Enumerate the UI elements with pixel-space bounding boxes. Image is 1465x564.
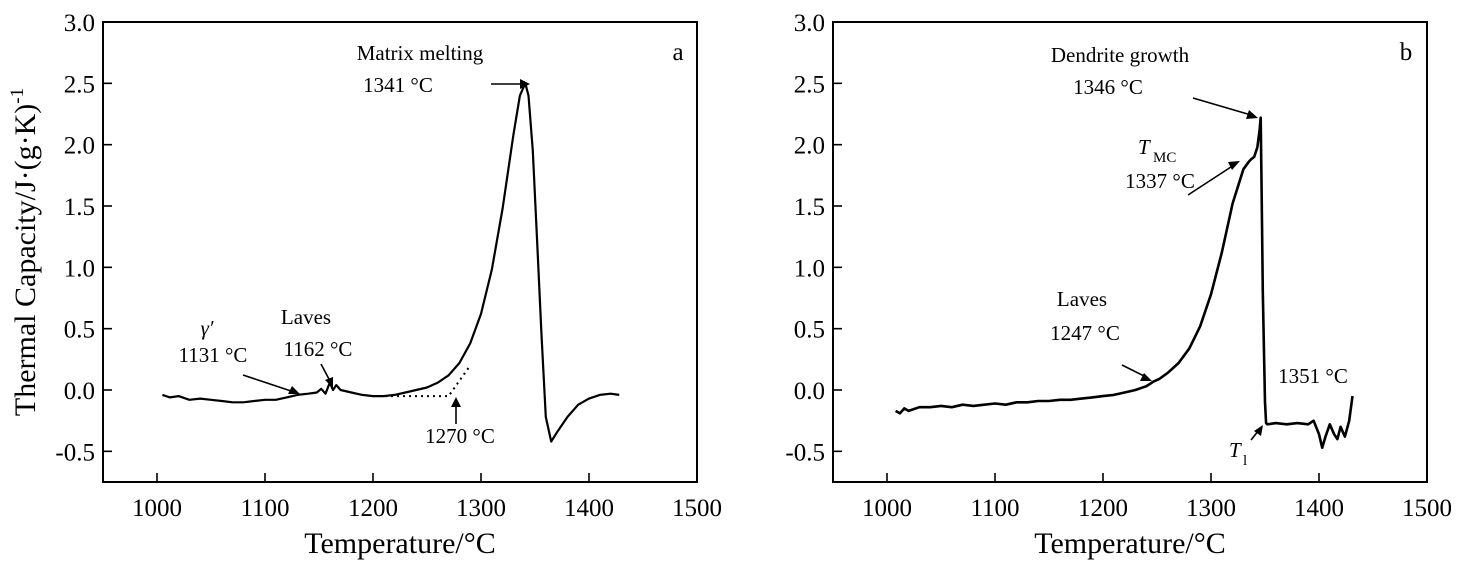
- panel-b-arrowhead-laves: [1140, 373, 1152, 381]
- panel-a-baseline-line: [373, 364, 472, 398]
- panel-b-arrowhead-tl: [1254, 425, 1263, 436]
- panel-b-ytick-label: 0.5: [794, 317, 825, 344]
- panel-b-arrow-laves: [1121, 364, 1147, 378]
- panel-a-xtick-label: 1300: [456, 495, 506, 522]
- panel-a-anno-gamma-temp: 1131 °C: [179, 343, 248, 367]
- panel-b-anno-laves-temp: 1247 °C: [1050, 321, 1120, 345]
- panel-b-arrow-dendrite: [1192, 97, 1252, 116]
- panel-a-ytick-label: 2.0: [64, 133, 95, 160]
- panel-b-ytick-label: 1.5: [794, 194, 825, 221]
- panel-b-anno-laves: Laves: [1057, 287, 1107, 311]
- panel-b-xtick-label: 1400: [1294, 495, 1344, 522]
- panel-a-anno-gamma: γ′: [201, 316, 214, 340]
- panel-b-xtick-label: 1200: [1078, 495, 1128, 522]
- panel-b-anno-tmc-sub: MC: [1153, 150, 1176, 166]
- panel-a-ytick-label: 3.0: [64, 10, 95, 37]
- panel-b-anno-tl-sub: l: [1243, 453, 1247, 469]
- panel-b-arrow-tmc: [1187, 164, 1235, 196]
- panel-b: 1000 1100 1200 1300 1400 1500 -0.5 0.0 0.5 1.0 1.5…: [785, 10, 1452, 560]
- y-axis-label-sup: -1: [7, 88, 28, 104]
- panel-b-arrowhead-dendrite: [1246, 110, 1258, 119]
- panel-b-anno-tmc-t: T: [1138, 135, 1151, 159]
- panel-a-xtick-label: 1200: [348, 495, 398, 522]
- y-axis-label: Thermal Capacity/J·(g·K)-1: [7, 88, 42, 416]
- panel-b-xtick-label: 1000: [862, 495, 912, 522]
- panel-a-ytick-label: 2.5: [64, 71, 95, 98]
- panel-a-arrow-laves: [320, 363, 331, 382]
- panel-a-arrowhead-matrix: [520, 79, 530, 89]
- panel-b-series-line: [894, 116, 1354, 449]
- panel-a: 1000 1100 1200 1300 1400 1500 -0.5 0.0 0.5 1.0 1.5…: [55, 10, 722, 560]
- panel-b-xlabel: Temperature/°C: [1034, 527, 1225, 560]
- panel-b-anno-1351: 1351 °C: [1278, 364, 1348, 388]
- panel-b-xtick-label: 1300: [1186, 495, 1236, 522]
- panel-a-anno-laves: Laves: [281, 305, 331, 329]
- panel-a-ytick-label: -0.5: [55, 439, 95, 466]
- panel-b-label: b: [1400, 39, 1413, 66]
- panel-a-ytick-label: 1.5: [64, 194, 95, 221]
- panel-a-xtick-label: 1000: [132, 495, 182, 522]
- panel-a-anno-matrix: Matrix melting: [357, 41, 484, 65]
- panel-a-arrowhead-laves: [325, 377, 333, 388]
- panel-a-ytick-label: 0.5: [64, 317, 95, 344]
- panel-a-label: a: [672, 39, 683, 66]
- panel-a-xtick-label: 1100: [240, 495, 289, 522]
- panel-a-anno-1270: 1270 °C: [425, 424, 495, 448]
- panel-b-arrowhead-tmc: [1228, 161, 1240, 170]
- panel-a-frame: [102, 21, 698, 483]
- panel-a-ytick-label: 1.0: [64, 255, 95, 282]
- panel-b-anno-dendrite: Dendrite growth: [1051, 43, 1190, 67]
- panel-b-ytick-label: 2.0: [794, 133, 825, 160]
- panel-b-anno-dendrite-temp: 1346 °C: [1073, 75, 1143, 99]
- panel-a-xlabel: Temperature/°C: [304, 527, 495, 560]
- panel-b-ytick-label: -0.5: [785, 439, 825, 466]
- panel-b-ytick-label: 3.0: [794, 10, 825, 37]
- panel-b-anno-tl-t: T: [1229, 438, 1242, 462]
- panel-a-arrowhead-1270: [451, 397, 461, 407]
- panel-b-frame: [832, 21, 1428, 483]
- panel-a-ytick-label: 0.0: [64, 378, 95, 405]
- panel-a-anno-laves-temp: 1162 °C: [284, 337, 353, 361]
- panel-a-xtick-label: 1400: [564, 495, 614, 522]
- panel-a-anno-matrix-temp: 1341 °C: [363, 73, 433, 97]
- y-axis-label-main: Thermal Capacity/J·(g·K): [9, 104, 42, 416]
- panel-a-arrow-gamma: [242, 374, 295, 393]
- panel-b-anno-tmc-temp: 1337 °C: [1125, 169, 1195, 193]
- panel-b-ytick-label: 2.5: [794, 71, 825, 98]
- panel-b-xtick-label: 1100: [970, 495, 1019, 522]
- panel-a-arrowhead-gamma: [288, 386, 300, 394]
- panel-b-xtick-label: 1500: [1402, 495, 1452, 522]
- panel-b-ytick-label: 0.0: [794, 378, 825, 405]
- panel-b-ytick-label: 1.0: [794, 255, 825, 282]
- panel-a-series-line: [162, 82, 620, 443]
- panel-a-xtick-label: 1500: [672, 495, 722, 522]
